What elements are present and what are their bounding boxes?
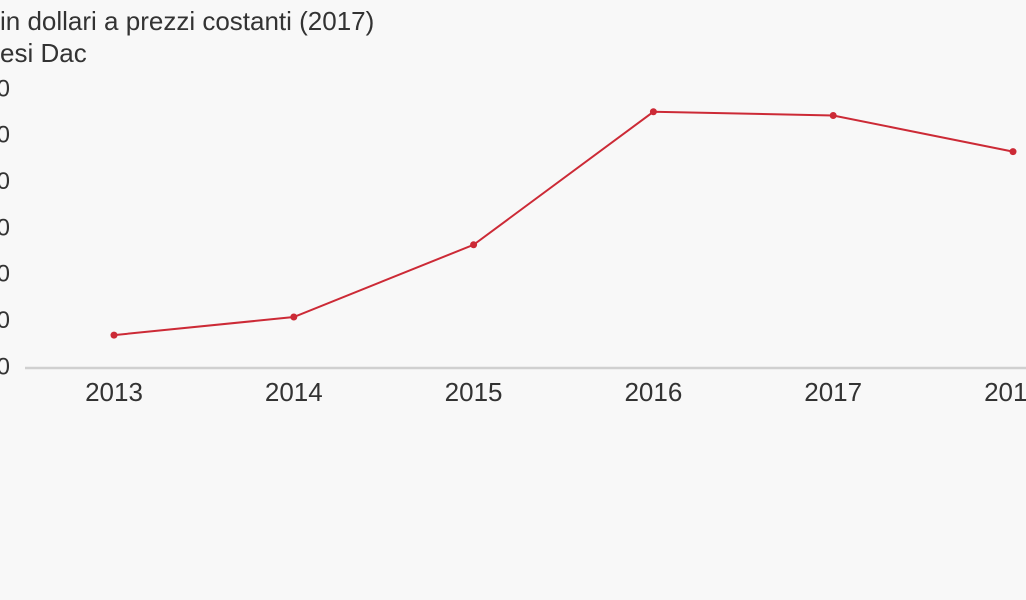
point — [829, 111, 837, 119]
y-tick-label: 60 — [0, 75, 10, 102]
point — [649, 108, 657, 116]
x-tick-label: 2014 — [265, 377, 323, 407]
y-tick-label: 20 — [0, 261, 10, 288]
y-tick-label: 10 — [0, 307, 10, 334]
point — [1009, 148, 1017, 156]
x-tick-label: 2013 — [85, 377, 143, 407]
y-tick-label: 40 — [0, 168, 10, 195]
point — [110, 331, 118, 339]
y-tick-label: 30 — [0, 214, 10, 241]
x-tick-label: 2017 — [804, 377, 862, 407]
x-tick-label: 2018 — [984, 377, 1026, 407]
y-tick-label: 50 — [0, 122, 10, 149]
y-tick-label: 0 — [0, 353, 10, 380]
x-tick-label: 2015 — [445, 377, 503, 407]
chart-title: in dollari a prezzi costanti (2017) — [0, 6, 374, 36]
point — [290, 313, 298, 321]
x-tick-label: 2016 — [624, 377, 682, 407]
chart-subtitle: esi Dac — [0, 38, 87, 68]
point — [470, 241, 478, 249]
line — [113, 110, 1014, 337]
